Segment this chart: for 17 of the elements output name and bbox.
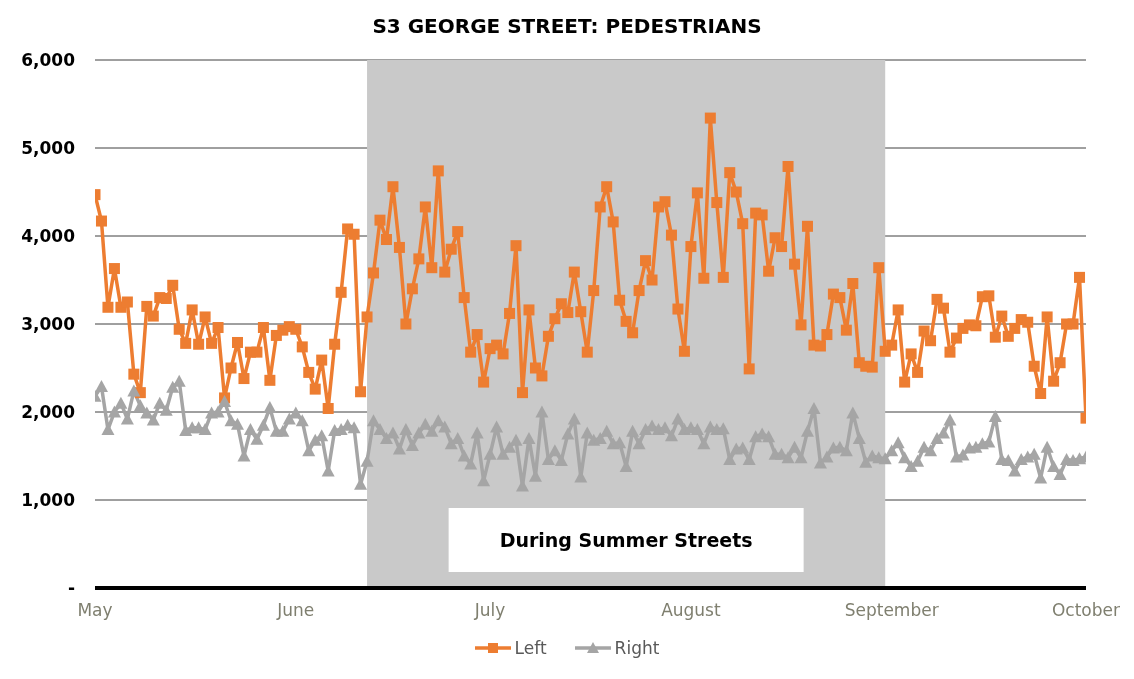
x-tick-label: August [661, 600, 721, 621]
x-tick-label: May [77, 600, 113, 621]
legend-label: Right [614, 638, 660, 658]
y-tick-label: 1,000 [21, 490, 76, 511]
y-tick-label: - [67, 578, 75, 599]
legend-label: Left [514, 638, 547, 658]
y-tick-label: 5,000 [21, 138, 76, 159]
x-tick-label: September [844, 600, 939, 621]
y-tick-label: 3,000 [21, 314, 76, 335]
chart-title: S3 GEORGE STREET: PEDESTRIANS [371, 13, 763, 40]
band-label: During Summer Streets [499, 529, 753, 551]
y-tick-label: 6,000 [21, 50, 76, 71]
y-tick-label: 4,000 [21, 226, 76, 247]
y-tick-label: 2,000 [21, 402, 76, 423]
x-tick-label: June [276, 600, 315, 621]
x-tick-label: October [1051, 600, 1121, 621]
x-tick-label: July [473, 600, 506, 621]
